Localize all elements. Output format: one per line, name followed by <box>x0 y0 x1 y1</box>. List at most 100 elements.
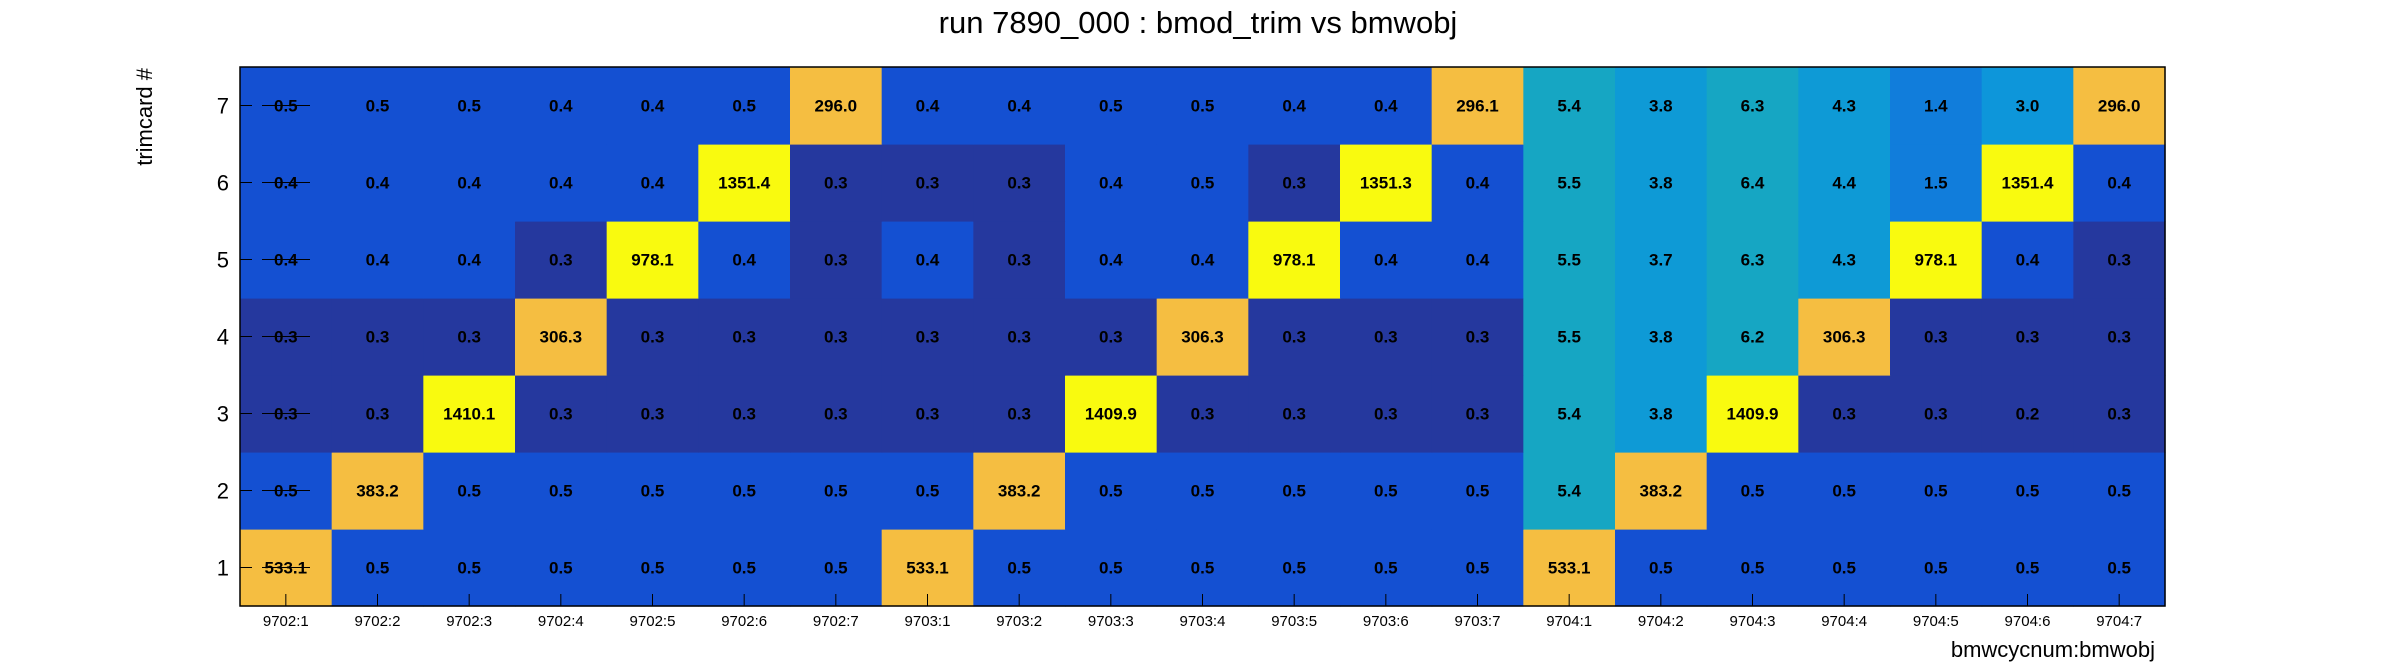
heatmap-cell <box>606 67 699 145</box>
cell-value-label: 533.1 <box>1548 559 1591 578</box>
cell-value-label: 383.2 <box>1640 482 1683 501</box>
heatmap-cell <box>1248 298 1341 376</box>
heatmap-cell <box>1065 529 1158 607</box>
heatmap-cell <box>1248 144 1341 222</box>
cell-value-label: 0.3 <box>824 251 848 270</box>
cell-value-label: 0.4 <box>1466 174 1490 193</box>
heatmap-cell <box>1706 221 1799 299</box>
heatmap-cell <box>331 298 424 376</box>
heatmap-cell <box>1798 452 1891 530</box>
heatmap-cell <box>1890 144 1983 222</box>
cell-value-label: 0.5 <box>1099 559 1123 578</box>
heatmap-cell <box>881 452 974 530</box>
heatmap-cell <box>1981 144 2074 222</box>
x-tick-label: 9703:6 <box>1363 613 1409 630</box>
cell-value-label: 296.0 <box>815 97 858 116</box>
cell-value-label: 978.1 <box>1915 251 1958 270</box>
heatmap-cell <box>1523 67 1616 145</box>
cell-value-label: 0.4 <box>1466 251 1490 270</box>
cell-value-label: 0.5 <box>1191 482 1215 501</box>
heatmap-cell <box>423 298 516 376</box>
cell-value-label: 306.3 <box>540 328 583 347</box>
heatmap-cell <box>1890 452 1983 530</box>
heatmap-cells <box>240 67 2166 607</box>
cell-value-label: 0.5 <box>1466 559 1490 578</box>
x-tick-label: 9704:4 <box>1821 613 1867 630</box>
cell-value-label: 978.1 <box>1273 251 1316 270</box>
heatmap-cell <box>790 298 883 376</box>
cell-value-label: 5.5 <box>1557 328 1581 347</box>
heatmap-cell <box>1523 144 1616 222</box>
heatmap-cell <box>1431 144 1524 222</box>
cell-value-label: 0.4 <box>732 251 756 270</box>
cell-value-label: 0.2 <box>2016 405 2040 424</box>
cell-value-label: 0.4 <box>1099 251 1123 270</box>
heatmap-cell <box>790 67 883 145</box>
heatmap-cell <box>1981 298 2074 376</box>
cell-value-label: 0.5 <box>1099 482 1123 501</box>
heatmap-cell <box>331 529 424 607</box>
heatmap-cell <box>1615 221 1708 299</box>
heatmap-cell <box>881 529 974 607</box>
heatmap-cell <box>790 221 883 299</box>
x-tick-label: 9702:4 <box>538 613 584 630</box>
heatmap-cell <box>1156 298 1249 376</box>
heatmap-cell <box>1248 375 1341 453</box>
y-axis-label: trimcard # <box>132 67 157 166</box>
cell-value-label: 0.5 <box>732 97 756 116</box>
cell-value-label: 0.3 <box>824 405 848 424</box>
cell-value-label: 0.3 <box>2107 328 2131 347</box>
cell-value-label: 0.3 <box>732 328 756 347</box>
heatmap-cell <box>698 221 791 299</box>
x-tick-label: 9704:3 <box>1730 613 1776 630</box>
cell-value-label: 0.3 <box>1282 174 1306 193</box>
cell-value-label: 0.5 <box>1007 559 1031 578</box>
cell-value-label: 0.5 <box>1741 482 1765 501</box>
heatmap-cell <box>1340 67 1433 145</box>
heatmap-cell <box>1706 375 1799 453</box>
cell-value-label: 0.5 <box>549 482 573 501</box>
heatmap-cell <box>1340 298 1433 376</box>
chart-title: run 7890_000 : bmod_trim vs bmwobj <box>939 5 1458 40</box>
y-tick-label: 4 <box>217 325 229 350</box>
heatmap-cell <box>790 452 883 530</box>
cell-value-label: 0.5 <box>457 482 481 501</box>
cell-value-label: 0.5 <box>1924 559 1948 578</box>
cell-value-label: 5.5 <box>1557 174 1581 193</box>
cell-value-label: 0.3 <box>549 251 573 270</box>
heatmap-cell <box>1431 529 1524 607</box>
heatmap-cell <box>1706 144 1799 222</box>
heatmap-cell <box>423 452 516 530</box>
cell-value-label: 978.1 <box>631 251 674 270</box>
cell-value-label: 0.5 <box>1099 97 1123 116</box>
cell-value-label: 0.3 <box>824 174 848 193</box>
cell-value-label: 0.5 <box>549 559 573 578</box>
heatmap-cell <box>331 452 424 530</box>
heatmap-cell <box>1890 298 1983 376</box>
cell-value-label: 6.3 <box>1741 97 1765 116</box>
x-tick-label: 9704:7 <box>2096 613 2142 630</box>
heatmap-cell <box>881 144 974 222</box>
x-tick-label: 9702:2 <box>355 613 401 630</box>
heatmap-cell <box>973 529 1066 607</box>
heatmap-cell <box>1340 452 1433 530</box>
heatmap-cell <box>1615 529 1708 607</box>
cell-value-label: 3.8 <box>1649 405 1673 424</box>
cell-value-label: 4.4 <box>1832 174 1856 193</box>
heatmap-cell <box>331 375 424 453</box>
x-tick-label: 9703:7 <box>1455 613 1501 630</box>
cell-value-label: 5.4 <box>1557 405 1581 424</box>
heatmap-cell <box>515 221 608 299</box>
cell-value-label: 0.3 <box>2016 328 2040 347</box>
heatmap-cell <box>1156 221 1249 299</box>
cell-value-label: 0.3 <box>916 328 940 347</box>
heatmap-cell <box>790 375 883 453</box>
x-tick-label: 9702:1 <box>263 613 309 630</box>
x-tick-label: 9702:3 <box>446 613 492 630</box>
heatmap-cell <box>973 375 1066 453</box>
cell-value-label: 0.3 <box>1374 405 1398 424</box>
cell-value-label: 0.5 <box>641 559 665 578</box>
cell-value-label: 0.3 <box>641 405 665 424</box>
heatmap-cell <box>1248 452 1341 530</box>
